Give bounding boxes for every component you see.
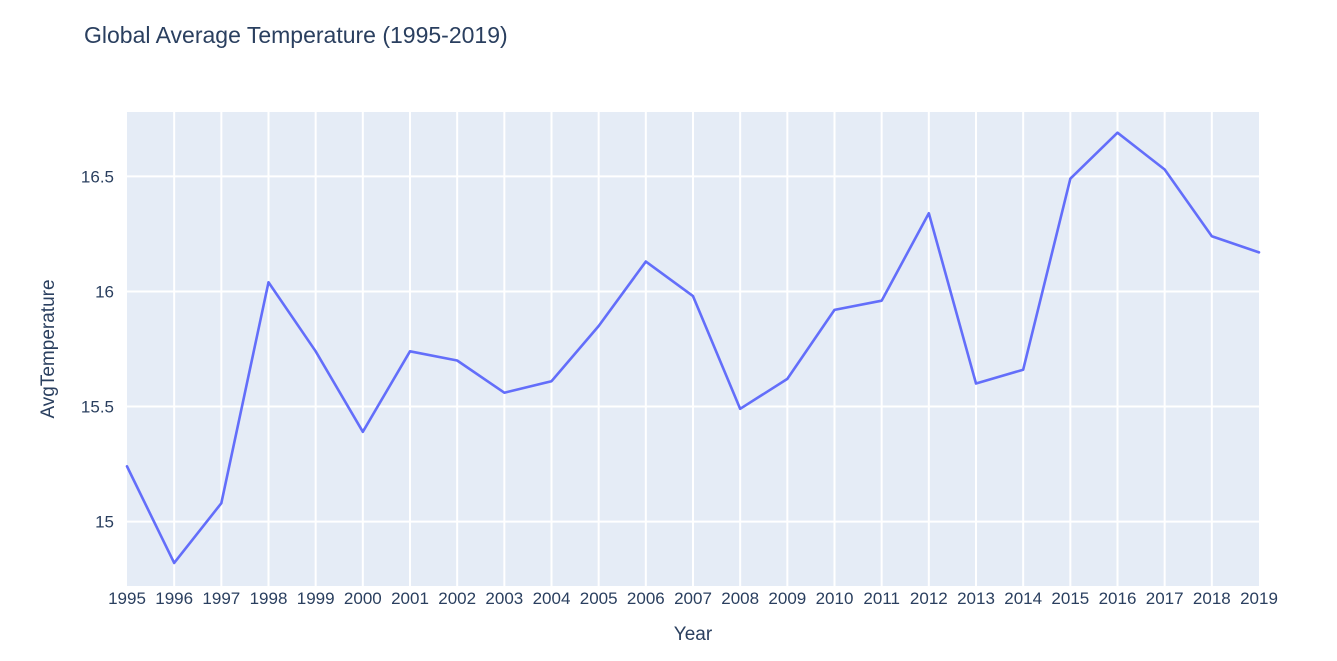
series-layer bbox=[125, 131, 1261, 565]
y-tick-label: 16 bbox=[95, 282, 114, 301]
x-tick-label: 2008 bbox=[721, 589, 759, 608]
x-tick-label: 1996 bbox=[155, 589, 193, 608]
x-tick-label: 2017 bbox=[1146, 589, 1184, 608]
x-tick-label: 1997 bbox=[202, 589, 240, 608]
x-tick-label: 2002 bbox=[438, 589, 476, 608]
x-tick-label: 2000 bbox=[344, 589, 382, 608]
y-axis-title: AvgTemperature bbox=[38, 279, 59, 418]
x-tick-label: 1995 bbox=[108, 589, 146, 608]
tick-labels: 1995 1996 1997 1998 1999 2000 2001 2002 2003 2004… bbox=[81, 167, 1278, 608]
x-tick-label: 2007 bbox=[674, 589, 712, 608]
x-tick-label: 2011 bbox=[863, 589, 900, 608]
x-tick-label: 2016 bbox=[1099, 589, 1137, 608]
x-tick-label: 2004 bbox=[533, 589, 571, 608]
chart-title: Global Average Temperature (1995-2019) bbox=[84, 22, 508, 48]
x-tick-label: 2001 bbox=[391, 589, 429, 608]
x-tick-label: 2010 bbox=[816, 589, 854, 608]
series-line bbox=[125, 131, 1261, 565]
x-tick-label: 2018 bbox=[1193, 589, 1231, 608]
x-tick-label: 2006 bbox=[627, 589, 665, 608]
y-tick-label: 15 bbox=[95, 513, 114, 532]
x-tick-label: 2003 bbox=[485, 589, 523, 608]
x-tick-label: 2019 bbox=[1240, 589, 1278, 608]
y-tick-label: 15.5 bbox=[81, 398, 114, 417]
x-tick-label: 2013 bbox=[957, 589, 995, 608]
x-tick-label: 1998 bbox=[250, 589, 288, 608]
x-axis-title: Year bbox=[674, 624, 713, 645]
x-tick-label: 2014 bbox=[1004, 589, 1042, 608]
x-tick-label: 2012 bbox=[910, 589, 948, 608]
x-tick-label: 1999 bbox=[297, 589, 335, 608]
x-tick-label: 2005 bbox=[580, 589, 618, 608]
gridlines bbox=[127, 112, 1259, 586]
x-tick-label: 2015 bbox=[1051, 589, 1089, 608]
x-tick-label: 2009 bbox=[768, 589, 806, 608]
y-tick-label: 16.5 bbox=[81, 167, 114, 186]
